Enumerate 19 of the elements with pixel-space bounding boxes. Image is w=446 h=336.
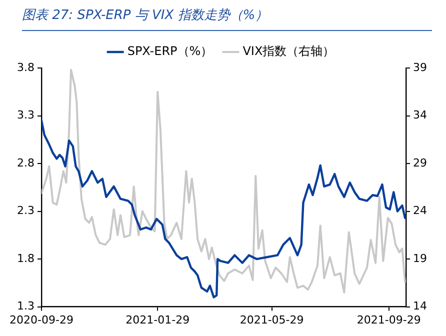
y2-tick-label: 24 — [413, 204, 428, 218]
y-tick-label: 2.3 — [16, 204, 34, 218]
y-tick-label: 2.8 — [16, 156, 34, 170]
x-tick-label: 2021-05-29 — [240, 313, 304, 326]
x-tick-label: 2021-01-29 — [126, 313, 190, 326]
y2-tick-label: 14 — [413, 300, 428, 313]
legend-label: SPX-ERP（%） — [127, 44, 213, 58]
y-tick-label: 3.8 — [16, 60, 34, 74]
y2-tick-label: 39 — [413, 60, 428, 74]
y2-tick-label: 34 — [413, 108, 428, 122]
chart-title: 图表 27: SPX-ERP 与 VIX 指数走势（%） — [22, 6, 432, 31]
y2-tick-label: 29 — [413, 156, 428, 170]
x-tick-label: 2020-09-29 — [10, 313, 74, 326]
legend-label: VIX指数（右轴） — [242, 44, 335, 58]
y-tick-label: 3.3 — [16, 108, 34, 122]
y-tick-label: 1.8 — [16, 252, 34, 265]
y-tick-label: 1.3 — [16, 300, 34, 313]
x-tick-label: 2021-09-29 — [356, 313, 421, 326]
y2-tick-label: 19 — [413, 252, 428, 265]
